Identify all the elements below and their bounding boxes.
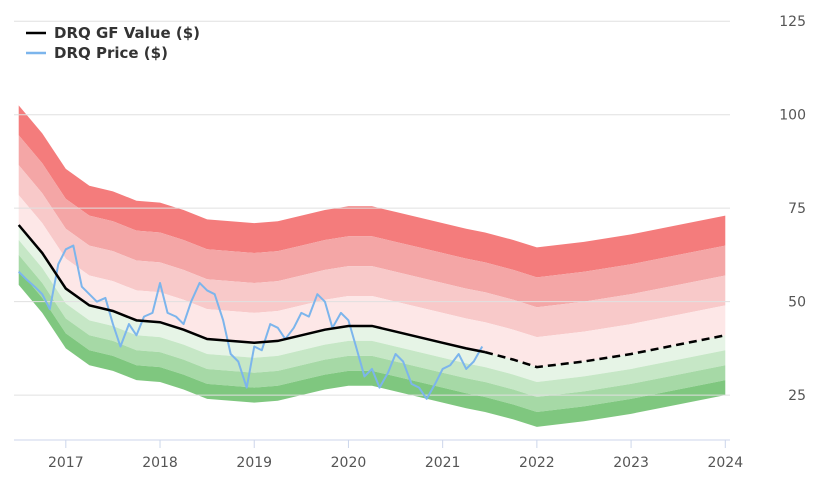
band-undervalued-1 [18, 225, 726, 383]
x-tick-label: 2017 [48, 455, 84, 471]
plot-area [14, 20, 730, 427]
gf-value-line [17, 224, 486, 354]
x-tick-label: 2022 [519, 455, 555, 471]
y-tick-label: 125 [779, 14, 806, 30]
valuation-bands [18, 105, 726, 427]
gridlines [14, 20, 730, 396]
y-tick-label: 75 [788, 201, 806, 217]
legend: DRQ GF Value ($) DRQ Price ($) [26, 24, 200, 62]
gf-value-projection-line [484, 334, 726, 369]
band-undervalued-4 [18, 269, 726, 427]
band-overvalued-1 [18, 195, 726, 368]
price-line [18, 244, 484, 400]
legend-label-gf-value: DRQ GF Value ($) [54, 24, 200, 42]
band-overvalued-3 [18, 135, 726, 308]
x-tick-label: 2019 [236, 455, 272, 471]
x-tick-label: 2021 [425, 455, 461, 471]
gf-value-series [17, 224, 726, 369]
price-series [18, 244, 484, 400]
x-tick-label: 2020 [331, 455, 367, 471]
legend-label-price: DRQ Price ($) [54, 44, 168, 62]
band-overvalued-4 [18, 105, 726, 278]
axes: 2017 2018 2019 2020 2021 2022 2023 2024 25 50 75 10… [14, 14, 806, 471]
x-tick-label: 2024 [707, 455, 743, 471]
band-undervalued-2 [18, 239, 726, 397]
x-tick-label: 2023 [613, 455, 649, 471]
band-undervalued-3 [18, 254, 726, 412]
y-tick-label: 50 [788, 295, 806, 311]
y-tick-label: 25 [788, 388, 806, 404]
y-tick-label: 100 [779, 108, 806, 124]
x-tick-label: 2018 [142, 455, 178, 471]
